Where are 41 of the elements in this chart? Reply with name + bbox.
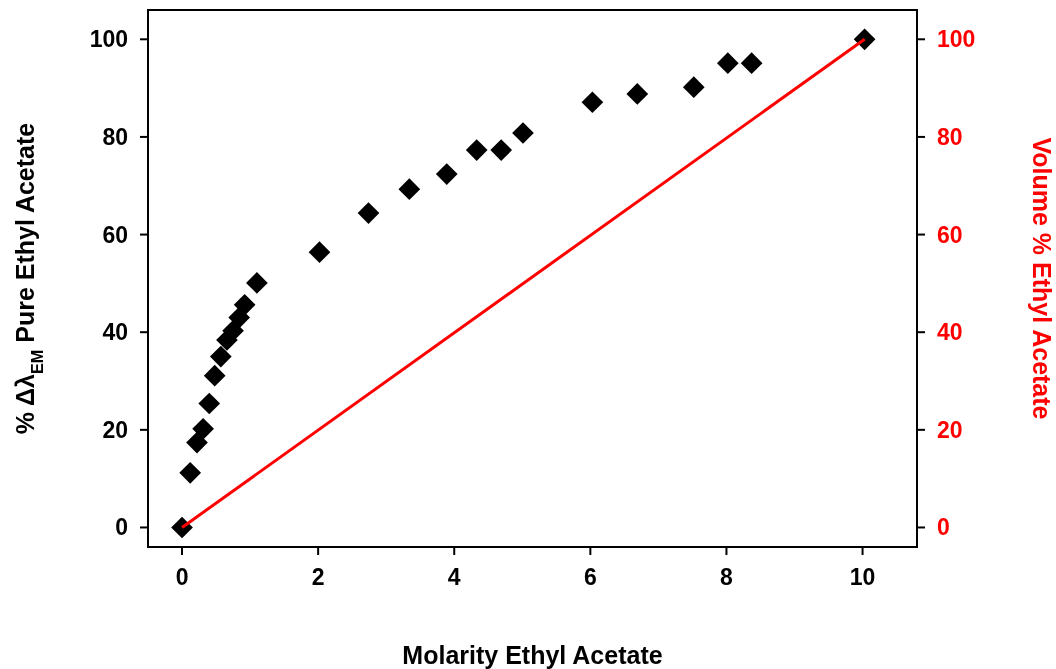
point (209, 345, 232, 368)
y-tick-label: 20 (102, 416, 128, 443)
y2-tick-label: 0 (937, 514, 950, 541)
point (186, 431, 208, 454)
point (716, 52, 739, 75)
point (740, 52, 763, 75)
x-tick-label: 4 (447, 564, 461, 590)
point (198, 392, 221, 415)
y2-tick-label: 60 (937, 221, 963, 248)
x-tick-label: 8 (720, 564, 734, 590)
y-tick-label: 60 (102, 221, 128, 248)
y-tick-label: 40 (102, 319, 128, 346)
point (246, 272, 268, 294)
y2-axis-title: Volume % Ethyl Acetate (1028, 137, 1056, 420)
x-axis-title: Molarity Ethyl Acetate (402, 641, 663, 669)
x-tick-label: 10 (849, 564, 876, 590)
point (398, 178, 421, 201)
y-tick-label: 80 (102, 123, 128, 150)
point (357, 202, 380, 224)
y2-tick-label: 100 (937, 26, 976, 53)
point (179, 461, 202, 484)
point (192, 418, 214, 440)
point (682, 76, 705, 98)
y2-tick-label: 20 (937, 416, 963, 443)
x-tick-label: 6 (583, 564, 597, 590)
point (308, 241, 331, 263)
point (233, 294, 256, 316)
point (581, 91, 604, 114)
point (490, 139, 513, 161)
x-tick-label: 2 (311, 564, 325, 590)
point (435, 163, 458, 185)
point (626, 83, 649, 105)
point (203, 364, 226, 387)
y-tick-label: 0 (115, 514, 128, 541)
point (222, 319, 244, 342)
y2-tick-label: 40 (937, 319, 963, 346)
point (465, 139, 488, 161)
point (512, 122, 534, 144)
x-tick-label: 0 (175, 564, 189, 590)
y2-tick-label: 80 (937, 123, 963, 150)
y-tick-label: 100 (89, 26, 128, 53)
